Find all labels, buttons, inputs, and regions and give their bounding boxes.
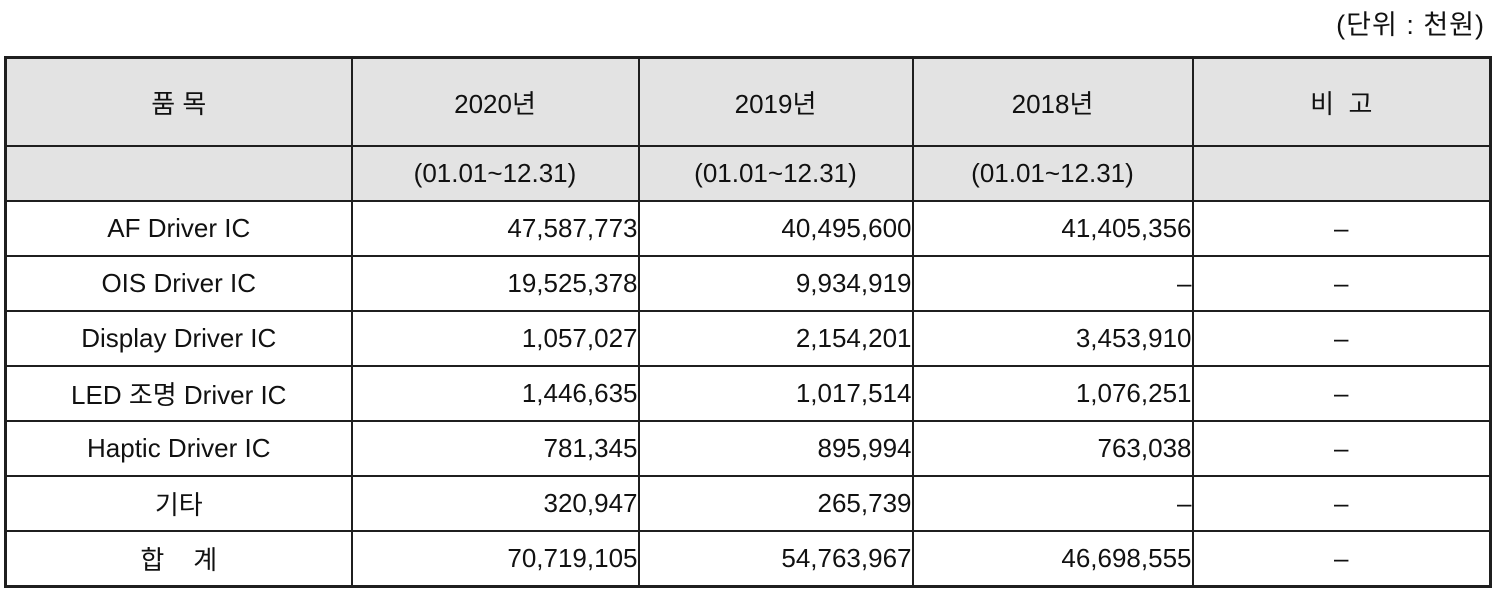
cell-remarks: – (1191, 310, 1492, 367)
header-year-2020: 2020년 (350, 56, 640, 147)
cell-2019: 9,934,919 (637, 255, 914, 312)
unit-label: (단위 : 천원) (1336, 10, 1485, 40)
cell-item: Haptic Driver IC (4, 420, 353, 477)
cell-2019: 265,739 (637, 475, 914, 532)
cell-2020: 1,057,027 (350, 310, 640, 367)
table-row: Display Driver IC 1,057,027 2,154,201 3,… (4, 310, 1492, 367)
table-row-total: 합 계 70,719,105 54,763,967 46,698,555 – (4, 530, 1492, 588)
table-row: AF Driver IC 47,587,773 40,495,600 41,40… (4, 200, 1492, 257)
table-header: 품 목 2020년 2019년 2018년 비 고 (01.01~12.31) … (4, 56, 1492, 202)
cell-2020: 47,587,773 (350, 200, 640, 257)
cell-2018: 1,076,251 (911, 365, 1194, 422)
cell-item: LED 조명 Driver IC (4, 365, 353, 422)
cell-2020: 320,947 (350, 475, 640, 532)
table-row: Haptic Driver IC 781,345 895,994 763,038… (4, 420, 1492, 477)
subheader-period-2020: (01.01~12.31) (350, 145, 640, 202)
cell-2018: 763,038 (911, 420, 1194, 477)
table-row: LED 조명 Driver IC 1,446,635 1,017,514 1,0… (4, 365, 1492, 422)
table-body: AF Driver IC 47,587,773 40,495,600 41,40… (4, 200, 1492, 588)
cell-remarks: – (1191, 200, 1492, 257)
header-remarks: 비 고 (1191, 56, 1492, 147)
cell-2018: – (911, 475, 1194, 532)
cell-2018: 3,453,910 (911, 310, 1194, 367)
cell-remarks-total: – (1191, 530, 1492, 588)
cell-2020: 1,446,635 (350, 365, 640, 422)
cell-item: AF Driver IC (4, 200, 353, 257)
cell-2020: 19,525,378 (350, 255, 640, 312)
cell-2019: 40,495,600 (637, 200, 914, 257)
cell-remarks: – (1191, 365, 1492, 422)
cell-2019: 2,154,201 (637, 310, 914, 367)
table-row: 기타 320,947 265,739 – – (4, 475, 1492, 532)
header-subrow-period: (01.01~12.31) (01.01~12.31) (01.01~12.31… (4, 145, 1492, 202)
cell-2020-total: 70,719,105 (350, 530, 640, 588)
cell-item: OIS Driver IC (4, 255, 353, 312)
header-year-2019: 2019년 (637, 56, 914, 147)
subheader-remarks-blank (1191, 145, 1492, 202)
header-row: 품 목 2020년 2019년 2018년 비 고 (4, 56, 1492, 147)
subheader-period-2018: (01.01~12.31) (911, 145, 1194, 202)
cell-remarks: – (1191, 420, 1492, 477)
cell-2018-total: 46,698,555 (911, 530, 1194, 588)
cell-item: 기타 (4, 475, 353, 532)
cell-2019-total: 54,763,967 (637, 530, 914, 588)
product-revenue-table: 품 목 2020년 2019년 2018년 비 고 (01.01~12.31) … (4, 56, 1492, 588)
cell-item: Display Driver IC (4, 310, 353, 367)
cell-2019: 1,017,514 (637, 365, 914, 422)
cell-2018: – (911, 255, 1194, 312)
subheader-item-blank (4, 145, 353, 202)
table-row: OIS Driver IC 19,525,378 9,934,919 – – (4, 255, 1492, 312)
cell-remarks: – (1191, 475, 1492, 532)
header-year-2018: 2018년 (911, 56, 1194, 147)
cell-item-total: 합 계 (4, 530, 353, 588)
subheader-period-2019: (01.01~12.31) (637, 145, 914, 202)
cell-remarks: – (1191, 255, 1492, 312)
cell-2020: 781,345 (350, 420, 640, 477)
header-item: 품 목 (4, 56, 353, 147)
cell-2018: 41,405,356 (911, 200, 1194, 257)
cell-2019: 895,994 (637, 420, 914, 477)
